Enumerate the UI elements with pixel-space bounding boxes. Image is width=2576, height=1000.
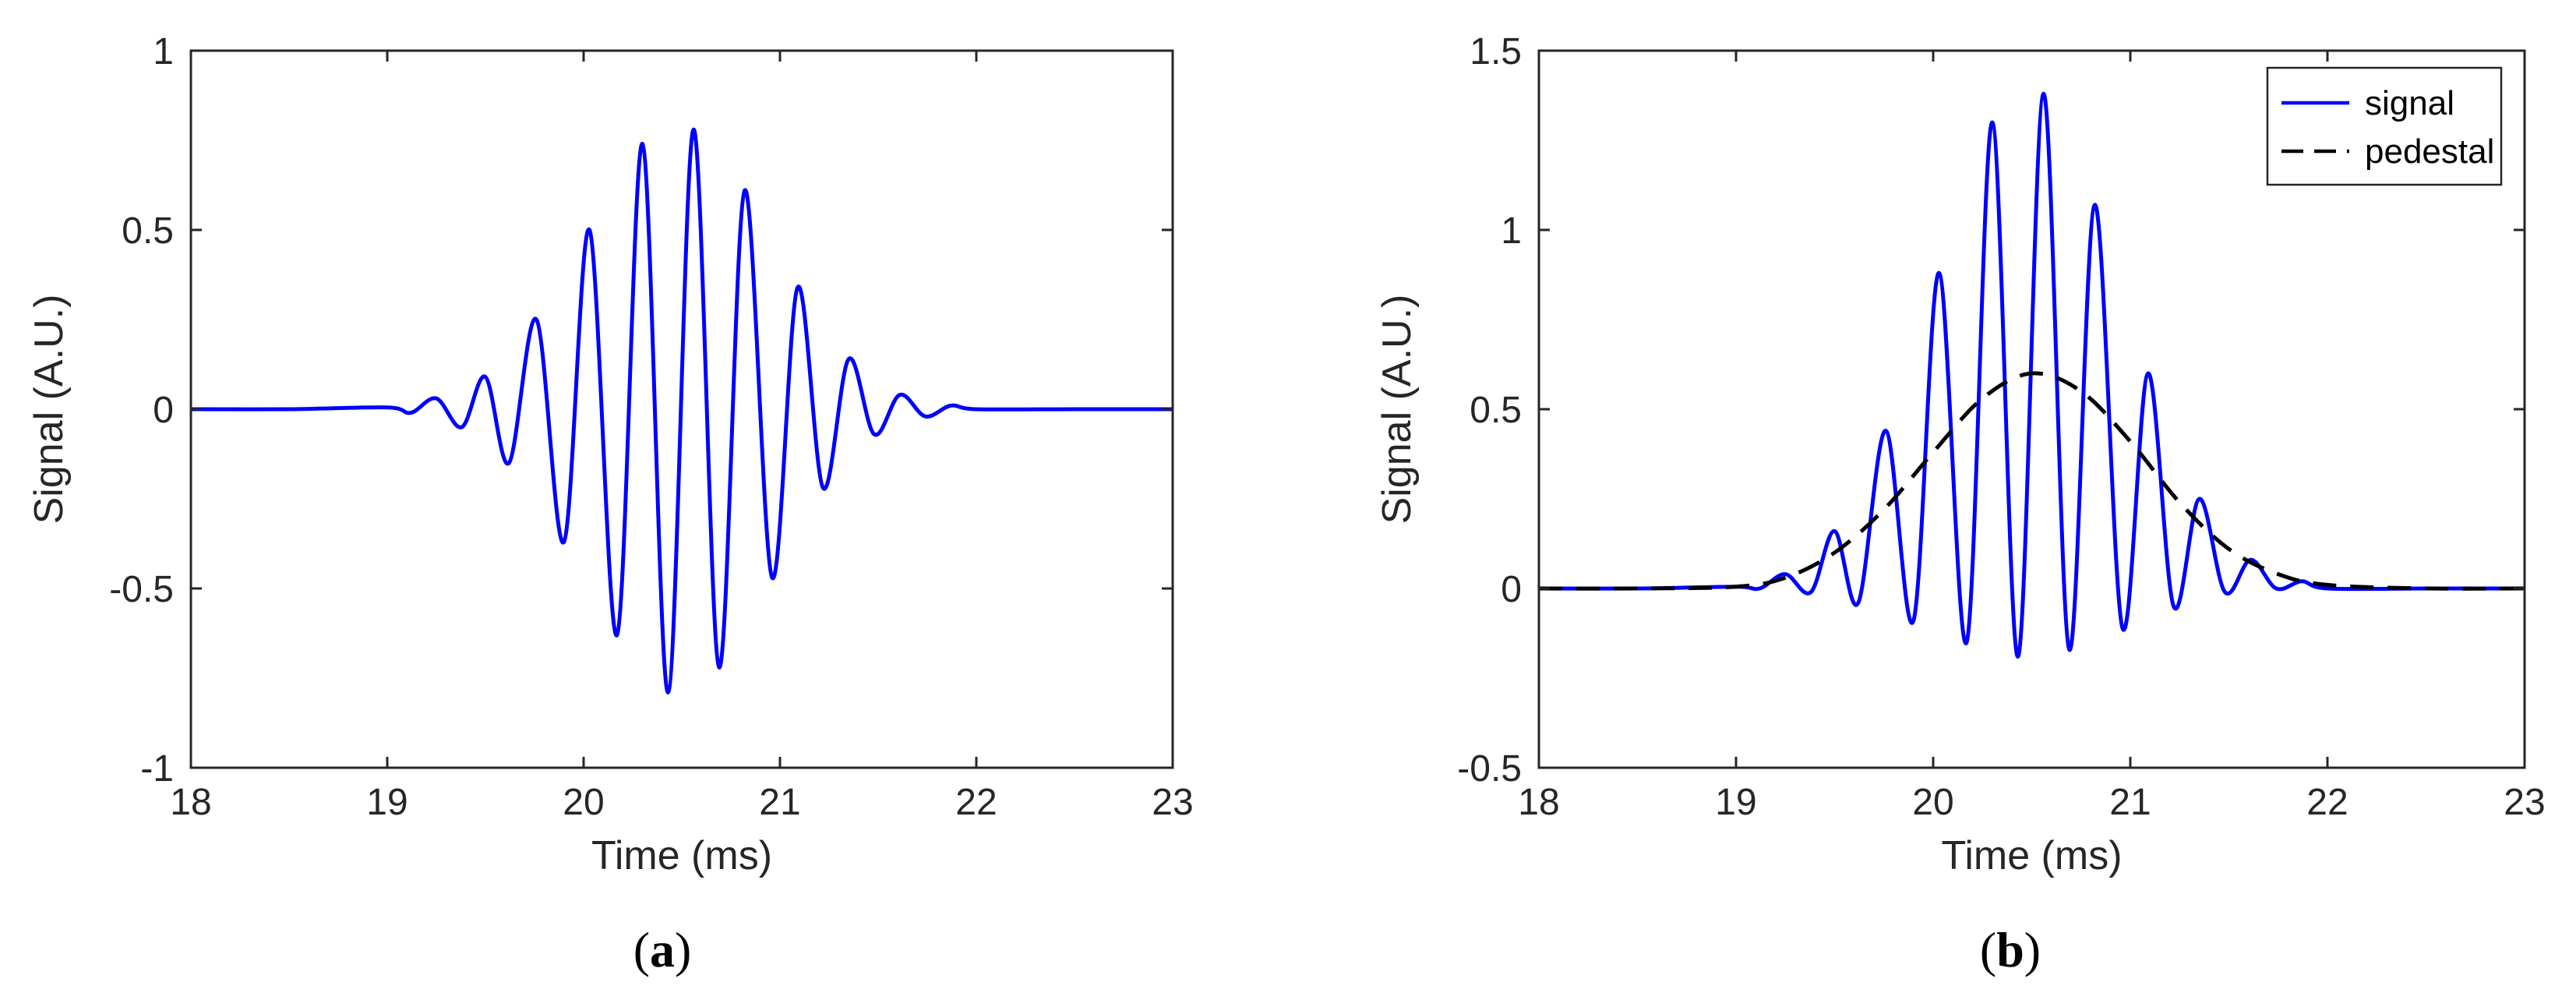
- y-tick-label: 0: [1501, 569, 1522, 610]
- y-axis-title: Signal (A.U.): [26, 295, 72, 525]
- panel-label: (a): [633, 922, 692, 977]
- x-tick-label: 19: [366, 782, 408, 823]
- y-tick-label: 0: [153, 390, 174, 431]
- legend-box: [2266, 66, 2503, 186]
- x-tick-label: 20: [563, 782, 604, 823]
- chart-panel-a: 18 19 20 21 22 23 -1 -0.5 0 0.5 1 Time (ms) Signal (…: [26, 31, 1194, 977]
- y-tick-label: -0.5: [1457, 748, 1522, 790]
- x-tick-label: 23: [1152, 782, 1193, 823]
- series-line-signal: [1539, 91, 2525, 659]
- x-tick-label: 21: [759, 782, 800, 823]
- y-tick-label: 1.5: [1470, 31, 1522, 72]
- x-tick-label: 18: [170, 782, 211, 823]
- legend-label-pedestal: pedestal: [2365, 133, 2494, 171]
- x-tick-label: 19: [1715, 782, 1756, 823]
- y-tick-label: 0.5: [122, 210, 174, 252]
- y-tick-label: 0.5: [1470, 390, 1522, 431]
- x-tick-label: 23: [2504, 782, 2545, 823]
- y-tick-label: -1: [140, 748, 174, 790]
- legend-label-signal: signal: [2365, 84, 2454, 122]
- x-axis-title: Time (ms): [591, 833, 772, 878]
- x-tick-label: 20: [1912, 782, 1953, 823]
- x-tick-label: 22: [2306, 782, 2348, 823]
- legend: signal pedestal: [2266, 66, 2503, 186]
- y-axis-title: Signal (A.U.): [1374, 295, 1420, 525]
- x-tick-label: 22: [955, 782, 997, 823]
- y-tick-label: 1: [153, 31, 174, 72]
- x-tick-label: 21: [2109, 782, 2151, 823]
- y-tick-label: -0.5: [109, 569, 174, 610]
- chart-panel-b: 18 19 20 21 22 23 -0.5 0 0.5 1 1.5 Time (ms) Signal …: [1374, 31, 2546, 977]
- x-axis-title: Time (ms): [1941, 833, 2122, 878]
- y-tick-label: 1: [1501, 210, 1522, 252]
- panel-label: (b): [1980, 922, 2041, 977]
- series-line-trace-1: [191, 127, 1173, 694]
- series-line-pedestal: [1539, 371, 2525, 591]
- x-tick-label: 18: [1518, 782, 1559, 823]
